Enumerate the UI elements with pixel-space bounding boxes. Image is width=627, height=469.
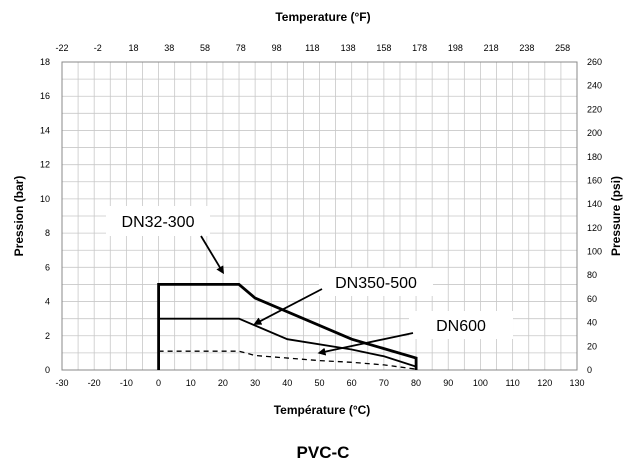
x-tick-label: 20 bbox=[218, 378, 228, 388]
x2-tick-label: -2 bbox=[94, 43, 102, 53]
bottom-axis-title: Température (°C) bbox=[274, 403, 371, 417]
left-axis-title: Pression (bar) bbox=[12, 176, 26, 257]
y-tick-label: 6 bbox=[45, 262, 50, 272]
callout-label: DN600 bbox=[436, 318, 486, 335]
x-tick-label: -30 bbox=[55, 378, 68, 388]
x-tick-label: 40 bbox=[282, 378, 292, 388]
series-dn600-line bbox=[158, 350, 417, 370]
y2-tick-label: 20 bbox=[587, 341, 597, 351]
y2-tick-label: 160 bbox=[587, 175, 602, 185]
x-tick-label: 110 bbox=[505, 378, 519, 388]
x2-tick-label: 138 bbox=[341, 43, 356, 53]
callout-arrow bbox=[317, 332, 414, 356]
y-tick-label: 0 bbox=[45, 365, 50, 375]
x2-tick-label: -22 bbox=[55, 43, 68, 53]
x2-tick-label: 258 bbox=[555, 43, 570, 53]
y2-tick-label: 140 bbox=[587, 199, 602, 209]
x-tick-label: 100 bbox=[473, 378, 488, 388]
x2-tick-label: 78 bbox=[236, 43, 246, 53]
y2-tick-label: 60 bbox=[587, 294, 597, 304]
y2-tick-label: 40 bbox=[587, 318, 597, 328]
x-tick-label: 30 bbox=[250, 378, 260, 388]
y2-tick-label: 260 bbox=[587, 57, 602, 67]
y-tick-label: 2 bbox=[45, 331, 50, 341]
x-tick-label: -10 bbox=[120, 378, 133, 388]
x2-tick-label: 38 bbox=[164, 43, 174, 53]
plot-area-border bbox=[61, 61, 578, 371]
right-axis-title: Pressure (psi) bbox=[609, 176, 623, 256]
series bbox=[157, 282, 418, 370]
annotations: DN32-300 DN350-500 DN600 bbox=[106, 206, 513, 356]
y-tick-label: 12 bbox=[40, 160, 50, 170]
x-tick-label: -20 bbox=[88, 378, 101, 388]
y2-tick-label: 200 bbox=[587, 128, 602, 138]
x2-tick-label: 218 bbox=[484, 43, 499, 53]
x2-tick-label: 18 bbox=[129, 43, 139, 53]
x-tick-label: 70 bbox=[379, 378, 389, 388]
x2-tick-label: 238 bbox=[519, 43, 534, 53]
chart-title: PVC-C bbox=[297, 443, 350, 462]
callout-label: DN32-300 bbox=[122, 214, 195, 231]
tick-labels: -30 -20 -10 0 10 20 30 40 50 60 70 80 90 100 110 120 130… bbox=[40, 43, 602, 388]
x-tick-label: 60 bbox=[347, 378, 357, 388]
x2-tick-label: 58 bbox=[200, 43, 210, 53]
x-tick-label: 10 bbox=[186, 378, 196, 388]
x-tick-label: 130 bbox=[569, 378, 584, 388]
y2-tick-label: 100 bbox=[587, 247, 602, 257]
y-tick-label: 8 bbox=[45, 228, 50, 238]
x2-tick-label: 178 bbox=[412, 43, 427, 53]
x2-tick-label: 118 bbox=[305, 43, 319, 53]
y2-tick-label: 0 bbox=[587, 365, 592, 375]
callout-arrow bbox=[200, 235, 224, 275]
y-tick-label: 10 bbox=[40, 194, 50, 204]
x2-tick-label: 198 bbox=[448, 43, 463, 53]
callout-arrow bbox=[253, 288, 323, 325]
x-tick-label: 80 bbox=[411, 378, 421, 388]
x2-tick-label: 98 bbox=[272, 43, 282, 53]
y-tick-label: 18 bbox=[40, 57, 50, 67]
x-tick-label: 50 bbox=[314, 378, 324, 388]
y-tick-label: 4 bbox=[45, 297, 50, 307]
callout-box bbox=[409, 311, 513, 339]
y2-tick-label: 220 bbox=[587, 104, 602, 114]
top-axis-title: Temperature (°F) bbox=[275, 10, 370, 24]
x-tick-label: 120 bbox=[537, 378, 552, 388]
y2-tick-label: 80 bbox=[587, 270, 597, 280]
callout-label: DN350-500 bbox=[335, 275, 417, 292]
y2-tick-label: 240 bbox=[587, 81, 602, 91]
callout-box bbox=[106, 206, 210, 236]
series-dn350-500-line bbox=[158, 317, 417, 368]
y-tick-label: 14 bbox=[40, 125, 50, 135]
x-tick-label: 90 bbox=[443, 378, 453, 388]
series-dn32-300-line bbox=[157, 282, 418, 370]
y-tick-label: 16 bbox=[40, 91, 50, 101]
y2-tick-label: 120 bbox=[587, 223, 602, 233]
y2-tick-label: 180 bbox=[587, 152, 602, 162]
x2-tick-label: 158 bbox=[376, 43, 391, 53]
callout-box bbox=[319, 268, 433, 296]
x-tick-label: 0 bbox=[156, 378, 161, 388]
